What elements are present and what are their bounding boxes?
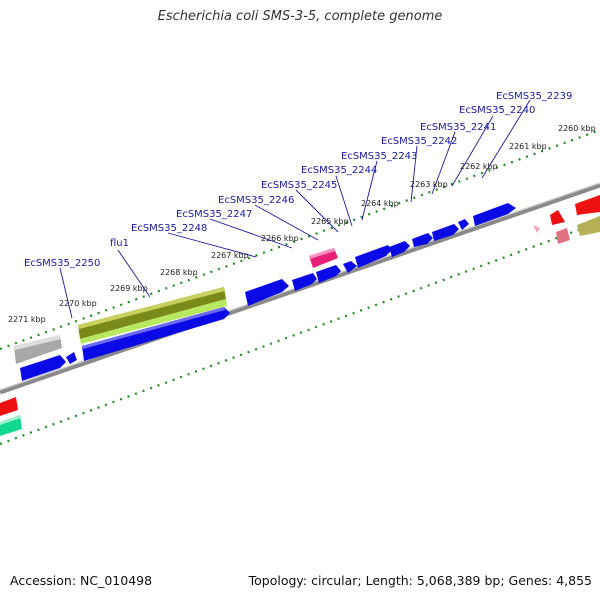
outer-strand-features	[14, 195, 600, 364]
gene-arrow	[473, 203, 516, 226]
gene-arrow	[292, 273, 317, 291]
gene-arrow	[412, 233, 433, 247]
gene-label: EcSMS35_2247	[176, 209, 252, 220]
accession-text: Accession: NC_010498	[10, 573, 153, 588]
tick-label: 2266 kbp	[261, 234, 299, 243]
gene-label: flu1	[110, 238, 129, 249]
gene-labels: EcSMS35_2239 EcSMS35_2240 EcSMS35_2241 E…	[24, 91, 572, 269]
flu1-block	[66, 287, 230, 364]
gray-feature	[14, 335, 62, 364]
gene-label: EcSMS35_2240	[459, 105, 535, 116]
map-title: Escherichia coli SMS-3-5, complete genom…	[157, 9, 443, 24]
gene-label: EcSMS35_2242	[381, 136, 457, 147]
red-feature	[550, 210, 565, 225]
gene-arrow	[245, 279, 289, 306]
gene-arrow	[432, 224, 459, 241]
pink-small-feature	[556, 228, 570, 244]
gene-label: EcSMS35_2248	[131, 223, 207, 234]
gene-arrow	[458, 219, 469, 230]
pink-feature	[309, 248, 338, 268]
genome-summary-text: Topology: circular; Length: 5,068,389 bp…	[248, 573, 592, 588]
pink-small-feature	[533, 225, 540, 233]
gene-label: EcSMS35_2241	[420, 122, 496, 133]
tick-label: 2262 kbp	[460, 162, 498, 171]
gene-label: EcSMS35_2246	[218, 195, 294, 206]
tick-label: 2265 kbp	[311, 217, 349, 226]
gene-label: EcSMS35_2250	[24, 258, 100, 269]
gene-arrow	[316, 265, 341, 283]
gene-arrow	[355, 245, 392, 268]
gene-label: EcSMS35_2244	[301, 165, 377, 176]
tick-label: 2271 kbp	[8, 315, 46, 324]
tick-label: 2264 kbp	[361, 199, 399, 208]
tick-label: 2261 kbp	[509, 142, 547, 151]
outer-tick-ring	[0, 128, 600, 351]
tick-label: 2263 kbp	[410, 180, 448, 189]
gene-arrow	[389, 241, 410, 257]
tick-label: 2260 kbp	[558, 124, 596, 133]
red-feature	[575, 195, 600, 215]
gene-arrow	[20, 355, 66, 381]
gene-arrow	[343, 261, 357, 273]
gene-label: EcSMS35_2239	[496, 91, 572, 102]
gene-label: EcSMS35_2243	[341, 151, 417, 162]
leader-lines	[59, 99, 531, 319]
tick-label: 2267 kbp	[211, 251, 249, 260]
tick-label: 2270 kbp	[59, 299, 97, 308]
tick-label: 2269 kbp	[110, 284, 148, 293]
red-feature	[0, 397, 18, 416]
tick-labels: 2260 kbp 2261 kbp 2262 kbp 2263 kbp 2264…	[8, 124, 596, 324]
gene-label: EcSMS35_2245	[261, 180, 337, 191]
olive-feature	[577, 216, 600, 236]
tick-label: 2268 kbp	[160, 268, 198, 277]
